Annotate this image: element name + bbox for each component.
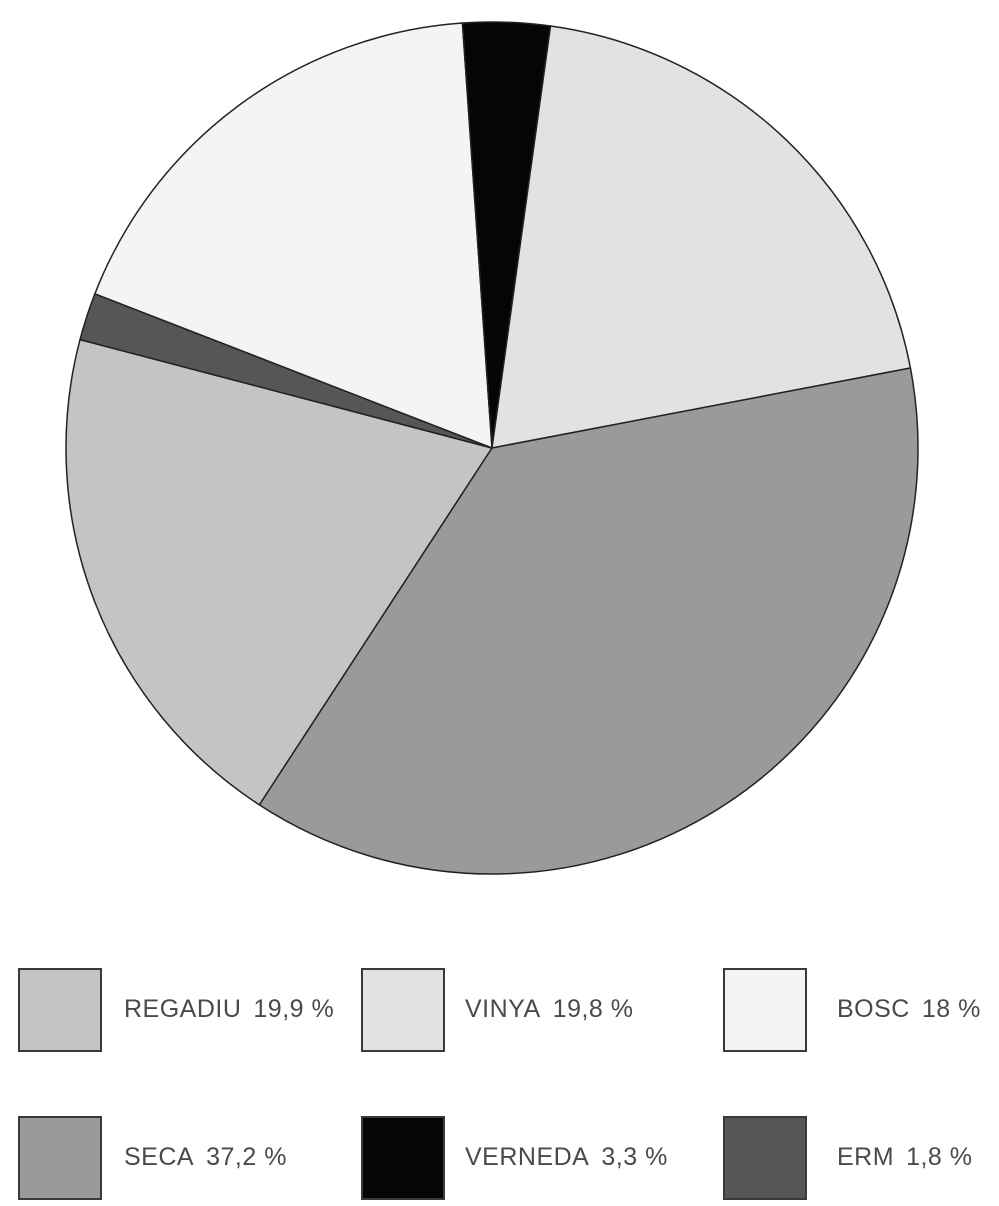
legend-label-regadiu: REGADIU	[124, 995, 242, 1023]
legend-value-regadiu: 19,9 %	[253, 995, 335, 1023]
legend-swatch-erm	[723, 1116, 807, 1200]
pie-slice-regadiu	[65, 338, 493, 806]
legend-text-regadiu: REGADIU 19,9 %	[124, 995, 334, 1024]
legend-swatch-verneda	[361, 1116, 445, 1200]
legend-value-verneda: 3,3 %	[601, 1143, 668, 1171]
legend-text-bosc: BOSC 18 %	[837, 995, 981, 1024]
legend-value-erm: 1,8 %	[906, 1143, 973, 1171]
legend-value-seca: 37,2 %	[206, 1143, 287, 1171]
legend-label-erm: ERM	[837, 1143, 895, 1171]
legend-swatch-vinya	[361, 968, 445, 1052]
legend-text-vinya: VINYA 19,8 %	[465, 995, 634, 1024]
pie-slice-bosc	[94, 22, 493, 449]
legend-label-bosc: BOSC	[837, 995, 910, 1023]
legend-swatch-seca	[18, 1116, 102, 1200]
legend-label-verneda: VERNEDA	[465, 1143, 590, 1171]
legend-swatch-bosc	[723, 968, 807, 1052]
legend-value-bosc: 18 %	[921, 995, 981, 1023]
legend-value-vinya: 19,8 %	[552, 995, 634, 1023]
pie-chart	[65, 21, 919, 875]
legend-label-vinya: VINYA	[465, 995, 541, 1023]
legend-text-verneda: VERNEDA 3,3 %	[465, 1143, 668, 1172]
legend-swatch-regadiu	[18, 968, 102, 1052]
legend-text-seca: SECA 37,2 %	[124, 1143, 287, 1172]
legend-label-seca: SECA	[124, 1143, 195, 1171]
pie-slice-seca	[258, 367, 919, 875]
pie-slice-vinya	[491, 25, 912, 449]
pie-slices	[65, 21, 919, 875]
legend-text-erm: ERM 1,8 %	[837, 1143, 973, 1172]
